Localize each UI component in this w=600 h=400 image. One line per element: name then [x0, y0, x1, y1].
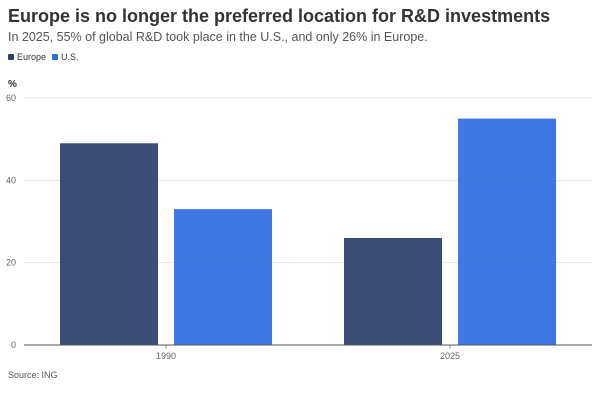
- y-tick-label: 60: [6, 93, 16, 103]
- y-axis-unit: %: [8, 79, 17, 90]
- chart-subtitle: In 2025, 55% of global R&D took place in…: [8, 30, 428, 44]
- bar-us-1990: [174, 209, 272, 345]
- legend-item-europe: Europe: [8, 52, 46, 62]
- legend-label-europe: Europe: [17, 52, 47, 62]
- source-note: Source: ING: [8, 370, 58, 380]
- bar-europe-1990: [60, 143, 158, 345]
- chart-title: Europe is no longer the preferred locati…: [8, 6, 551, 26]
- x-tick-label: 1990: [156, 351, 176, 361]
- y-tick-label: 0: [11, 340, 16, 350]
- legend: Europe U.S.: [8, 52, 79, 62]
- y-tick-label: 20: [6, 258, 16, 268]
- legend-swatch-europe: [8, 54, 14, 60]
- bar-us-2025: [458, 118, 556, 345]
- x-tick-label: 2025: [440, 351, 460, 361]
- legend-swatch-us: [52, 54, 59, 60]
- bar-europe-2025: [344, 237, 442, 345]
- legend-item-us: U.S.: [52, 52, 79, 62]
- y-tick-label: 40: [6, 175, 16, 185]
- legend-label-us: U.S.: [61, 52, 79, 62]
